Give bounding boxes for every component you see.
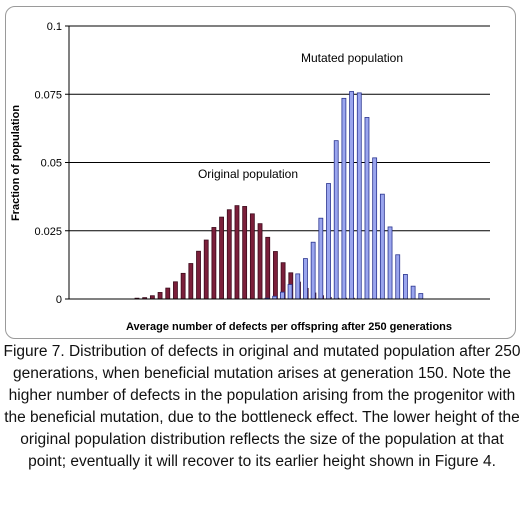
bar-original-population (226, 209, 232, 300)
bar-mutated-population (295, 273, 301, 300)
bar-mutated-population (379, 193, 385, 300)
bar-mutated-population (372, 157, 378, 300)
bar-original-population (242, 206, 248, 300)
bar-original-population (211, 227, 217, 300)
bar-mutated-population (341, 97, 347, 300)
y-tick-label: 0.025 (34, 226, 62, 238)
bar-mutated-population (326, 183, 331, 300)
bar-original-population (257, 223, 263, 300)
bar-mutated-population (318, 217, 324, 300)
bar-original-population (249, 213, 255, 300)
bar-mutated-population (333, 140, 339, 300)
bar-original-population (188, 263, 194, 300)
bar-mutated-population (287, 284, 293, 300)
figure-caption: Figure 7. Distribution of defects in ori… (3, 343, 521, 470)
y-tick-label: 0.075 (34, 89, 62, 101)
bar-mutated-population (364, 117, 370, 300)
bar-original-population (173, 281, 178, 300)
annotation-mutated-population: Mutated population (301, 51, 403, 65)
defect-distribution-chart: 0 0.025 0.05 0.075 0.1 Fraction of populatio… (10, 21, 490, 333)
bar-mutated-population (349, 91, 354, 300)
y-tick-label: 0.05 (41, 158, 62, 170)
bar-original-population (265, 236, 271, 300)
bar-original-population (196, 250, 201, 300)
bars (134, 91, 424, 300)
bar-mutated-population (303, 258, 308, 300)
bar-original-population (203, 239, 209, 300)
bar-mutated-population (387, 226, 393, 300)
y-tick-label: 0 (56, 294, 62, 306)
y-tick-label: 0.1 (47, 21, 62, 33)
x-axis-title: Average number of defects per offspring … (126, 321, 452, 333)
bar-mutated-population (310, 241, 316, 300)
annotation-original-population: Original population (198, 167, 298, 181)
bar-mutated-population (403, 274, 408, 300)
gridlines (69, 25, 490, 232)
bar-original-population (219, 216, 224, 300)
bar-original-population (273, 251, 278, 300)
bar-mutated-population (410, 285, 416, 300)
bar-original-population (180, 272, 186, 300)
bar-original-population (165, 287, 171, 300)
bar-original-population (234, 205, 240, 300)
bar-original-population (157, 292, 163, 300)
bar-mutated-population (279, 291, 285, 300)
bar-mutated-population (356, 92, 362, 300)
y-tick-labels: 0 0.025 0.05 0.075 0.1 (34, 21, 69, 306)
y-axis-title: Fraction of population (10, 105, 22, 221)
bar-mutated-population (418, 293, 424, 300)
bar-mutated-population (395, 254, 401, 300)
